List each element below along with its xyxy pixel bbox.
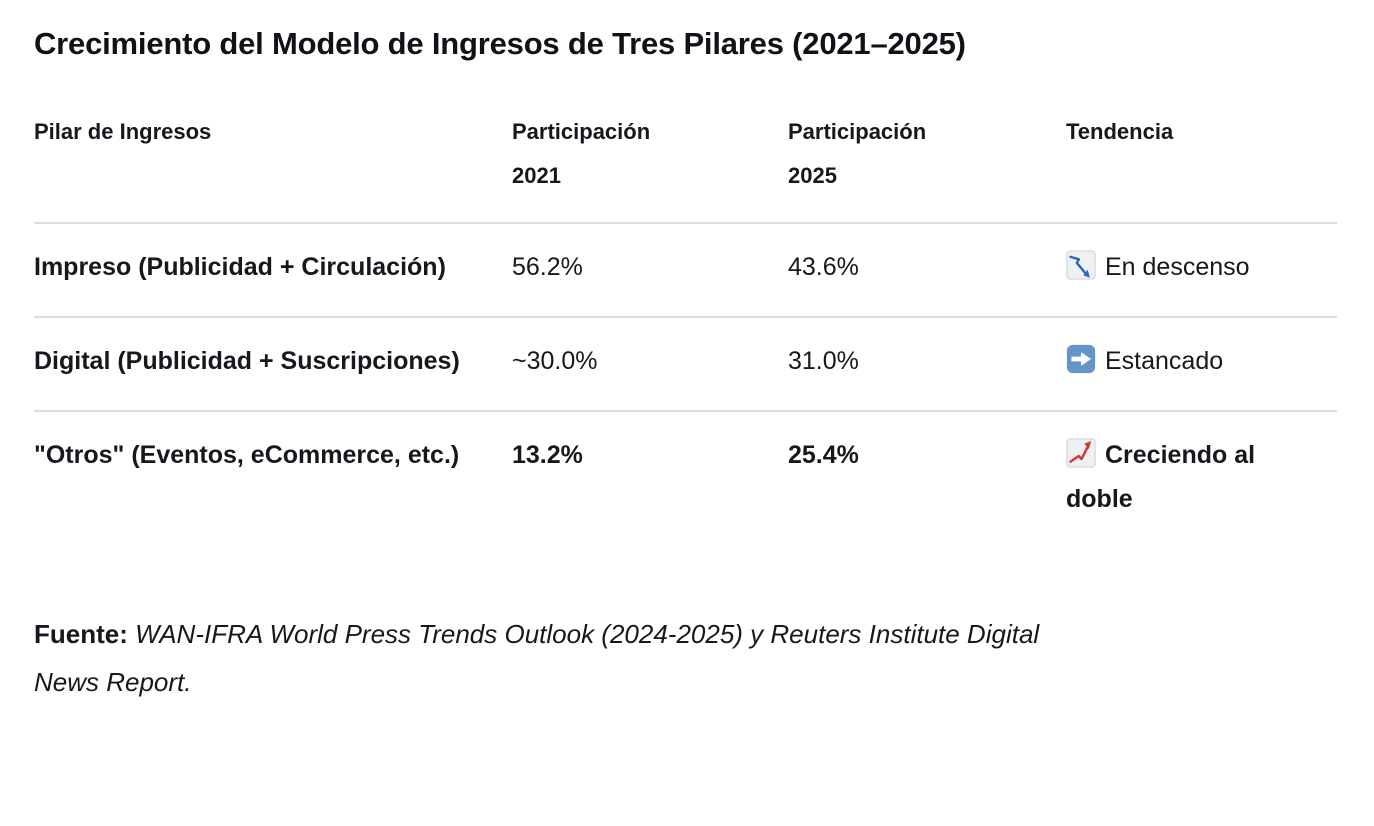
- table-row-otros: "Otros" (Eventos, eCommerce, etc.) 13.2%…: [34, 412, 1337, 548]
- pillar-label: "Otros" (Eventos, eCommerce, etc.): [34, 441, 460, 469]
- decline-line: [1069, 255, 1087, 275]
- source-text-line-1: WAN-IFRA World Press Trends Outlook (202…: [135, 619, 1040, 649]
- source-label: Fuente:: [34, 619, 128, 649]
- trend-cell: Estancado: [1066, 339, 1284, 383]
- revenue-table: Pilar de Ingresos Participación 2021 Par…: [34, 110, 1337, 548]
- trend-label: Estancado: [1105, 347, 1224, 375]
- growth-arrowhead: [1084, 441, 1092, 450]
- share-2025-value: 25.4%: [788, 441, 859, 469]
- share-2021-value: 13.2%: [512, 441, 583, 469]
- share-2021-value: 56.2%: [512, 253, 583, 281]
- share-2025-value: 31.0%: [788, 347, 859, 375]
- growth-line: [1069, 447, 1089, 463]
- decline-arrowhead: [1083, 269, 1090, 278]
- share-2021-value: ~30.0%: [512, 347, 598, 375]
- arrow-glyph: [1071, 352, 1092, 366]
- table-header-row: Pilar de Ingresos Participación 2021 Par…: [34, 110, 1337, 224]
- trend-label: Creciendo al doble: [1066, 441, 1256, 513]
- icon-background: [1066, 438, 1096, 468]
- table-row-digital: Digital (Publicidad + Suscripciones) ~30…: [34, 318, 1337, 412]
- pillar-label: Digital (Publicidad + Suscripciones): [34, 347, 460, 375]
- chart-decreasing-icon: [1066, 250, 1096, 280]
- chart-increasing-icon: [1066, 438, 1096, 468]
- header-cell-trend: Tendencia: [1066, 119, 1174, 144]
- header-cell-share-2025: Participación 2025: [788, 119, 927, 188]
- table-row-impreso: Impreso (Publicidad + Circulación) 56.2%…: [34, 224, 1337, 318]
- source-text-line-2: News Report.: [34, 667, 192, 697]
- trend-label: En descenso: [1105, 253, 1250, 281]
- trend-cell: En descenso: [1066, 245, 1284, 289]
- source-note: Fuente: WAN-IFRA World Press Trends Outl…: [34, 610, 1314, 706]
- share-2025-value: 43.6%: [788, 253, 859, 281]
- trend-cell: Creciendo al doble: [1066, 433, 1284, 521]
- page-title: Crecimiento del Modelo de Ingresos de Tr…: [34, 26, 966, 61]
- pillar-label: Impreso (Publicidad + Circulación): [34, 253, 446, 281]
- header-cell-share-2021: Participación 2021: [512, 119, 651, 188]
- header-cell-pillar: Pilar de Ingresos: [34, 119, 212, 144]
- icon-background: [1066, 250, 1096, 280]
- right-arrow-icon: [1066, 344, 1096, 374]
